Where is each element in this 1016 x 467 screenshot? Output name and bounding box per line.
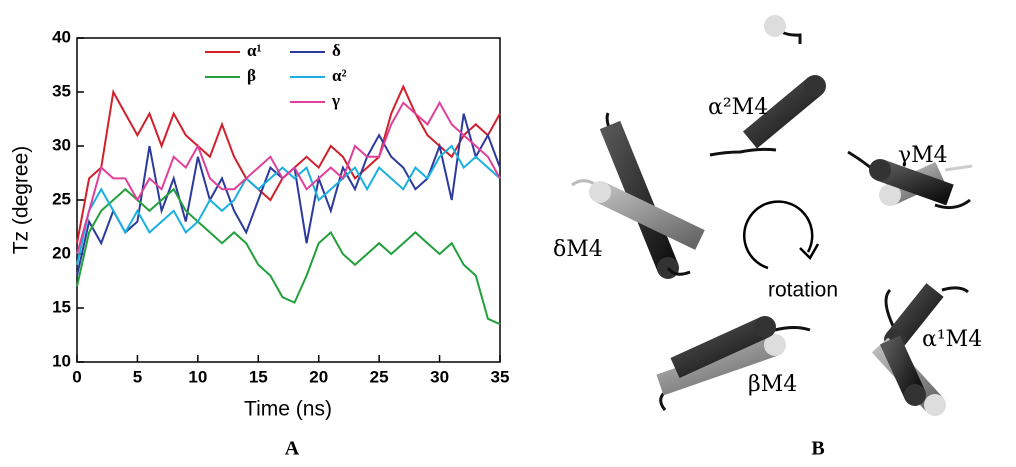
- panel-label: A: [285, 438, 300, 460]
- y-tick-label: 20: [52, 243, 71, 262]
- legend-label: α¹: [247, 41, 262, 60]
- helix-label: δM4: [553, 237, 603, 262]
- helix-cylinder: [599, 120, 679, 273]
- helix-tail: [934, 198, 971, 210]
- x-tick-label: 15: [249, 367, 268, 386]
- series-line: [76, 187, 501, 326]
- y-tick-label: 25: [52, 189, 71, 208]
- helix-end: [764, 334, 786, 356]
- helix-tail: [709, 147, 777, 157]
- helix-cylinder: [656, 334, 779, 396]
- legend-label: δ: [332, 41, 341, 60]
- x-tick-label: 0: [72, 367, 81, 386]
- rotation-label: rotation: [768, 279, 838, 302]
- legend-label: γ: [331, 91, 340, 110]
- x-tick-label: 10: [188, 367, 207, 386]
- helix-tail: [944, 164, 973, 172]
- helix-end: [879, 184, 901, 206]
- helix-end: [869, 159, 891, 181]
- x-tick-label: 30: [430, 367, 449, 386]
- x-tick-label: 35: [491, 367, 510, 386]
- y-tick-label: 15: [52, 297, 71, 316]
- x-axis-label: Time (ns): [244, 398, 332, 421]
- arrow-head: [799, 243, 820, 261]
- x-tick-label: 5: [133, 367, 142, 386]
- helix-tail: [941, 286, 969, 294]
- helix-end: [924, 394, 946, 416]
- legend-label: α²: [332, 66, 347, 85]
- helix-tail: [666, 267, 691, 276]
- helix-diagram: [571, 15, 973, 416]
- helix-end: [589, 181, 611, 203]
- rotation-arrow: [742, 200, 814, 270]
- helix-label: α¹M4: [922, 327, 982, 352]
- x-tick-label: 20: [309, 367, 328, 386]
- helix-end: [904, 384, 926, 406]
- helix-tail: [884, 288, 897, 331]
- y-tick-label: 30: [52, 135, 71, 154]
- helix-cylinder: [742, 77, 823, 149]
- helix-label: βM4: [748, 372, 797, 397]
- panel-label: B: [811, 438, 824, 460]
- y-tick-label: 40: [52, 27, 71, 46]
- helix-end: [754, 316, 776, 338]
- helix-label: γM4: [898, 143, 948, 168]
- helix-end: [804, 75, 826, 97]
- helix-label: α²M4: [708, 95, 768, 120]
- helix-cylinder: [670, 316, 770, 379]
- helix-cylinder: [876, 159, 954, 206]
- legend-label: β: [247, 66, 256, 85]
- helix-cylinder: [595, 182, 705, 250]
- helix-tail: [774, 326, 811, 332]
- y-tick-label: 10: [52, 351, 71, 370]
- series-line: [76, 100, 501, 255]
- y-tick-label: 35: [52, 81, 71, 100]
- y-axis-label: Tz (degree): [10, 146, 33, 255]
- x-tick-label: 25: [370, 367, 389, 386]
- helix-end: [764, 15, 786, 37]
